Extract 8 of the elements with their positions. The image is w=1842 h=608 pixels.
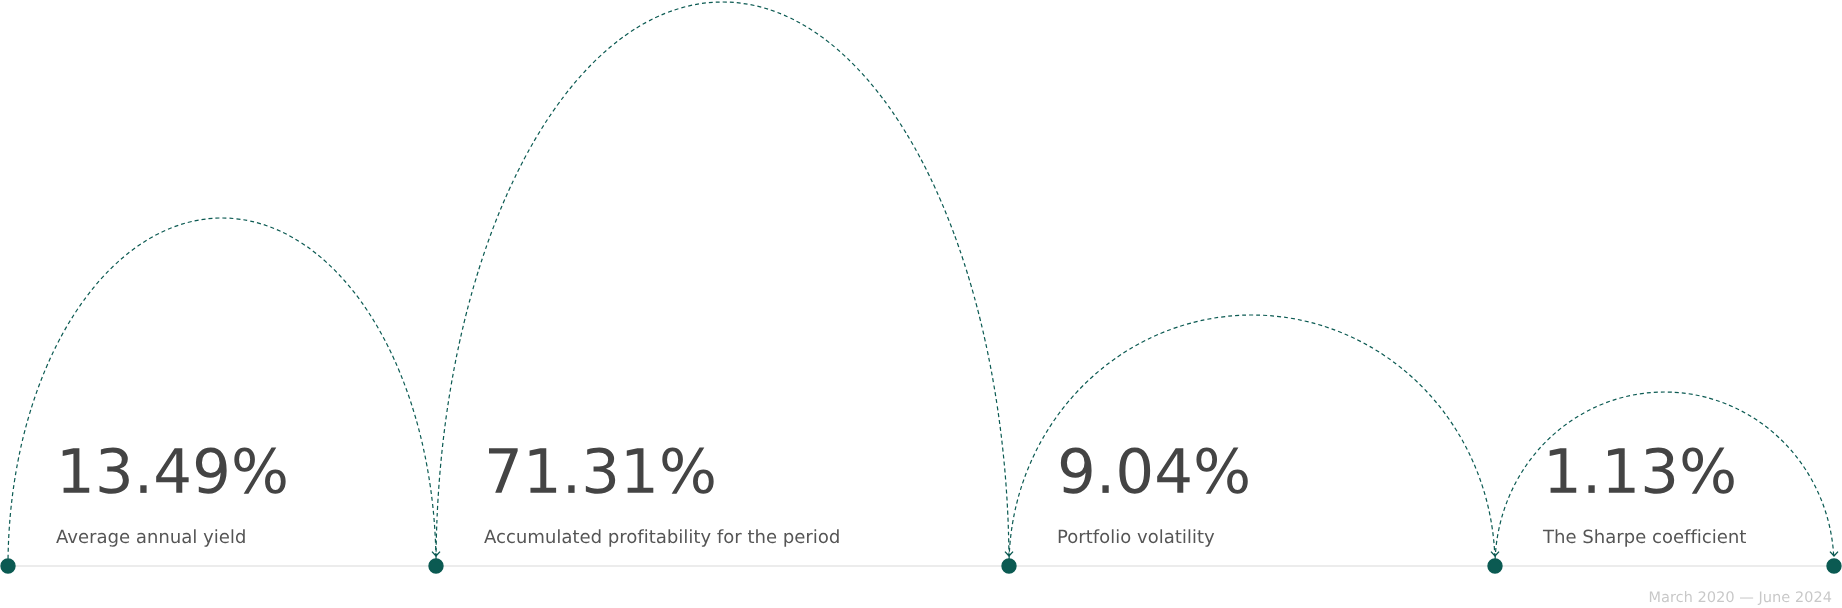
category-label: Portfolio volatility — [1058, 529, 1215, 547]
category-label: Accumulated profitability for the period — [484, 529, 839, 547]
data-label: 9.04% — [1060, 447, 1248, 494]
category-label: The Sharpe coefficient — [1542, 529, 1746, 547]
category-label: Average annual yield — [56, 529, 245, 547]
data-label: 1.13% — [1549, 447, 1734, 494]
data-label: 71.31% — [489, 447, 714, 494]
data-label: 13.49% — [62, 447, 286, 494]
